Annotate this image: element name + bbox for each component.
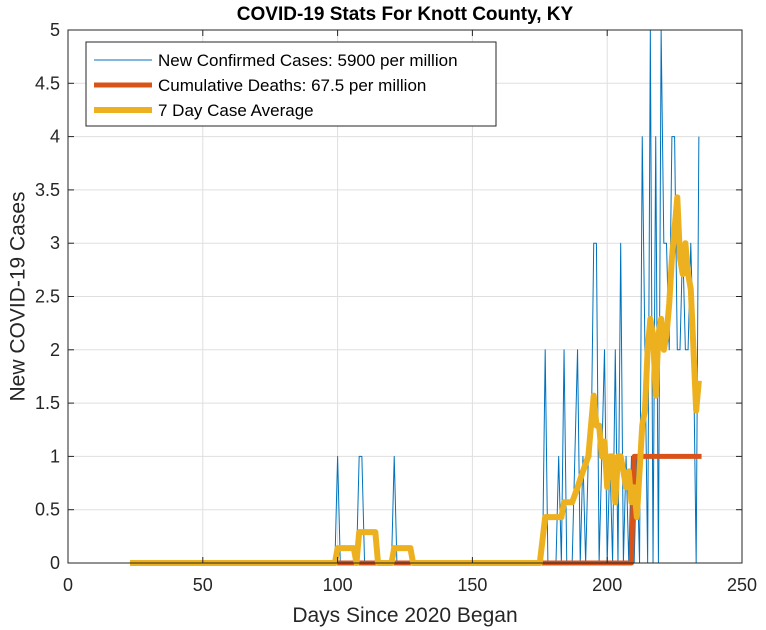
x-axis-label: Days Since 2020 Began xyxy=(292,604,517,627)
legend-entry-new-confirmed-cases-label: New Confirmed Cases: 5900 per million xyxy=(158,51,458,70)
y-tick-label: 3 xyxy=(50,233,60,253)
y-tick-label: 0 xyxy=(50,553,60,573)
legend-entry-7-day-average-label: 7 Day Case Average xyxy=(158,101,314,120)
y-tick-label: 5 xyxy=(50,20,60,40)
ticks: 0 50 100 150 200 250 0 0.5 1 1.5 2 2.5 3 3.5 4 4.5 5 xyxy=(35,20,757,595)
legend-box xyxy=(85,41,497,127)
x-tick-label: 0 xyxy=(63,575,73,595)
y-axis-label: New COVID-19 Cases xyxy=(7,191,30,401)
y-tick-label: 4.5 xyxy=(35,73,60,93)
y-tick-label: 4 xyxy=(50,127,60,147)
legend: New Confirmed Cases: 5900 per million Cum… xyxy=(85,41,497,127)
x-tick-label: 100 xyxy=(323,575,353,595)
y-tick-label: 2.5 xyxy=(35,287,60,307)
chart-title: COVID-19 Stats For Knott County, KY xyxy=(237,4,574,25)
y-tick-label: 1.5 xyxy=(35,393,60,413)
x-tick-label: 50 xyxy=(193,575,213,595)
y-tick-label: 1 xyxy=(50,446,60,466)
x-tick-label: 150 xyxy=(457,575,487,595)
x-tick-label: 200 xyxy=(592,575,622,595)
y-tick-label: 3.5 xyxy=(35,180,60,200)
y-tick-label: 2 xyxy=(50,340,60,360)
series-7-day-average xyxy=(130,194,702,566)
y-tick-label: 0.5 xyxy=(35,500,60,520)
x-tick-label: 250 xyxy=(727,575,757,595)
legend-entry-cumulative-deaths-label: Cumulative Deaths: 67.5 per million xyxy=(158,76,426,95)
